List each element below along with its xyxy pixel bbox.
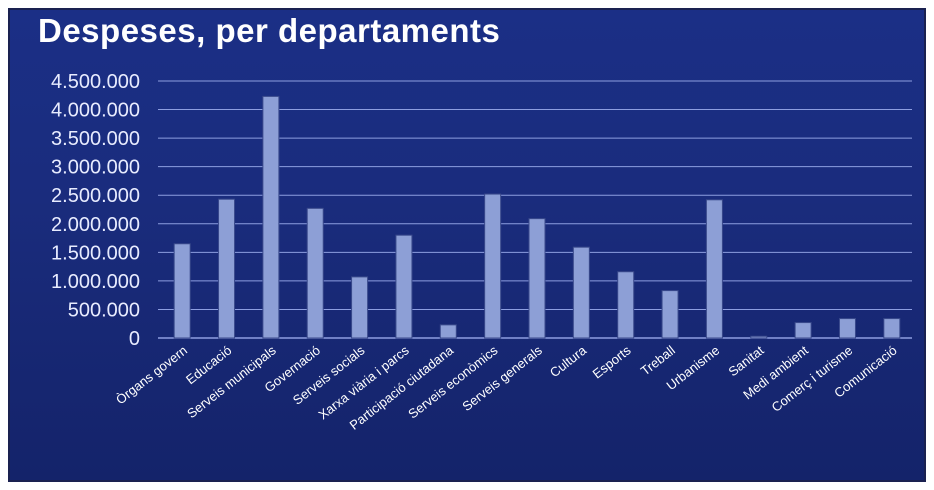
y-tick-label: 4.000.000 (51, 100, 140, 122)
bar (661, 290, 679, 339)
bar (218, 198, 236, 339)
y-tick-label: 3.000.000 (51, 157, 140, 179)
chart-frame: Despeses, per departaments 0 500.000 1.000… (8, 8, 926, 482)
bar (395, 234, 413, 339)
y-tick-label: 0 (129, 328, 140, 350)
bar (883, 318, 901, 339)
y-tick-label: 500.000 (68, 299, 140, 321)
category-label: Treball (638, 342, 678, 378)
chart-title: Despeses, per departaments (38, 12, 501, 49)
y-tick-label: 2.000.000 (51, 214, 140, 236)
bar (572, 246, 590, 339)
y-axis-ticks: 0 500.000 1.000.000 1.500.000 2.000.000 2.500… (51, 71, 140, 350)
category-label: Serveis generals (459, 342, 545, 414)
y-tick-label: 2.500.000 (51, 185, 140, 207)
bar (528, 218, 546, 339)
bar (794, 322, 812, 339)
y-tick-label: 1.500.000 (51, 242, 140, 264)
bar (262, 95, 280, 339)
bar (306, 207, 324, 339)
bar (351, 276, 369, 339)
bars (173, 95, 901, 339)
y-tick-label: 1.000.000 (51, 271, 140, 293)
category-label: Cultura (547, 342, 590, 380)
bar (750, 335, 768, 339)
bar (617, 271, 635, 339)
y-tick-label: 3.500.000 (51, 128, 140, 150)
bar (439, 324, 457, 339)
y-tick-label: 4.500.000 (51, 71, 140, 93)
category-label: Òrgans govern (113, 343, 190, 408)
bar-chart: 0 500.000 1.000.000 1.500.000 2.000.000 2.500… (51, 71, 912, 433)
bar (705, 199, 723, 339)
bar (838, 318, 856, 339)
category-label: Comerç i turisme (769, 343, 856, 415)
bar (173, 243, 191, 339)
category-label: Esports (590, 342, 634, 381)
bar (484, 193, 502, 339)
